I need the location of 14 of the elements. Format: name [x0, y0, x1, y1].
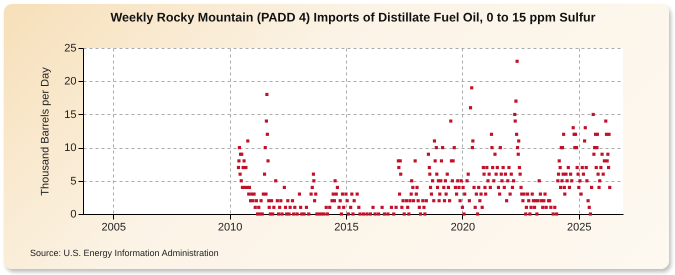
x-tick-label: 2005: [102, 222, 126, 234]
y-tick-label: 10: [64, 142, 76, 154]
y-axis-title: Thousand Barrels per Day: [39, 66, 52, 196]
y-tick-label: 15: [64, 108, 76, 121]
y-tick-label: 25: [64, 42, 76, 54]
y-tick-label: 20: [64, 76, 76, 88]
source-note: Source: U.S. Energy Information Administration: [30, 248, 219, 258]
x-tick-label: 2020: [450, 222, 476, 234]
y-tick-label: 0: [70, 208, 76, 220]
chart-title: Weekly Rocky Mountain (PADD 4) Imports of Distillate Fuel Oil, 0 to 15 ppm Sulfur: [110, 10, 596, 24]
x-tick-label: 2025: [567, 222, 592, 234]
x-tick-label: 2010: [218, 222, 242, 234]
y-tick-label: 5: [70, 175, 76, 188]
x-tick-label: 2015: [334, 222, 359, 234]
